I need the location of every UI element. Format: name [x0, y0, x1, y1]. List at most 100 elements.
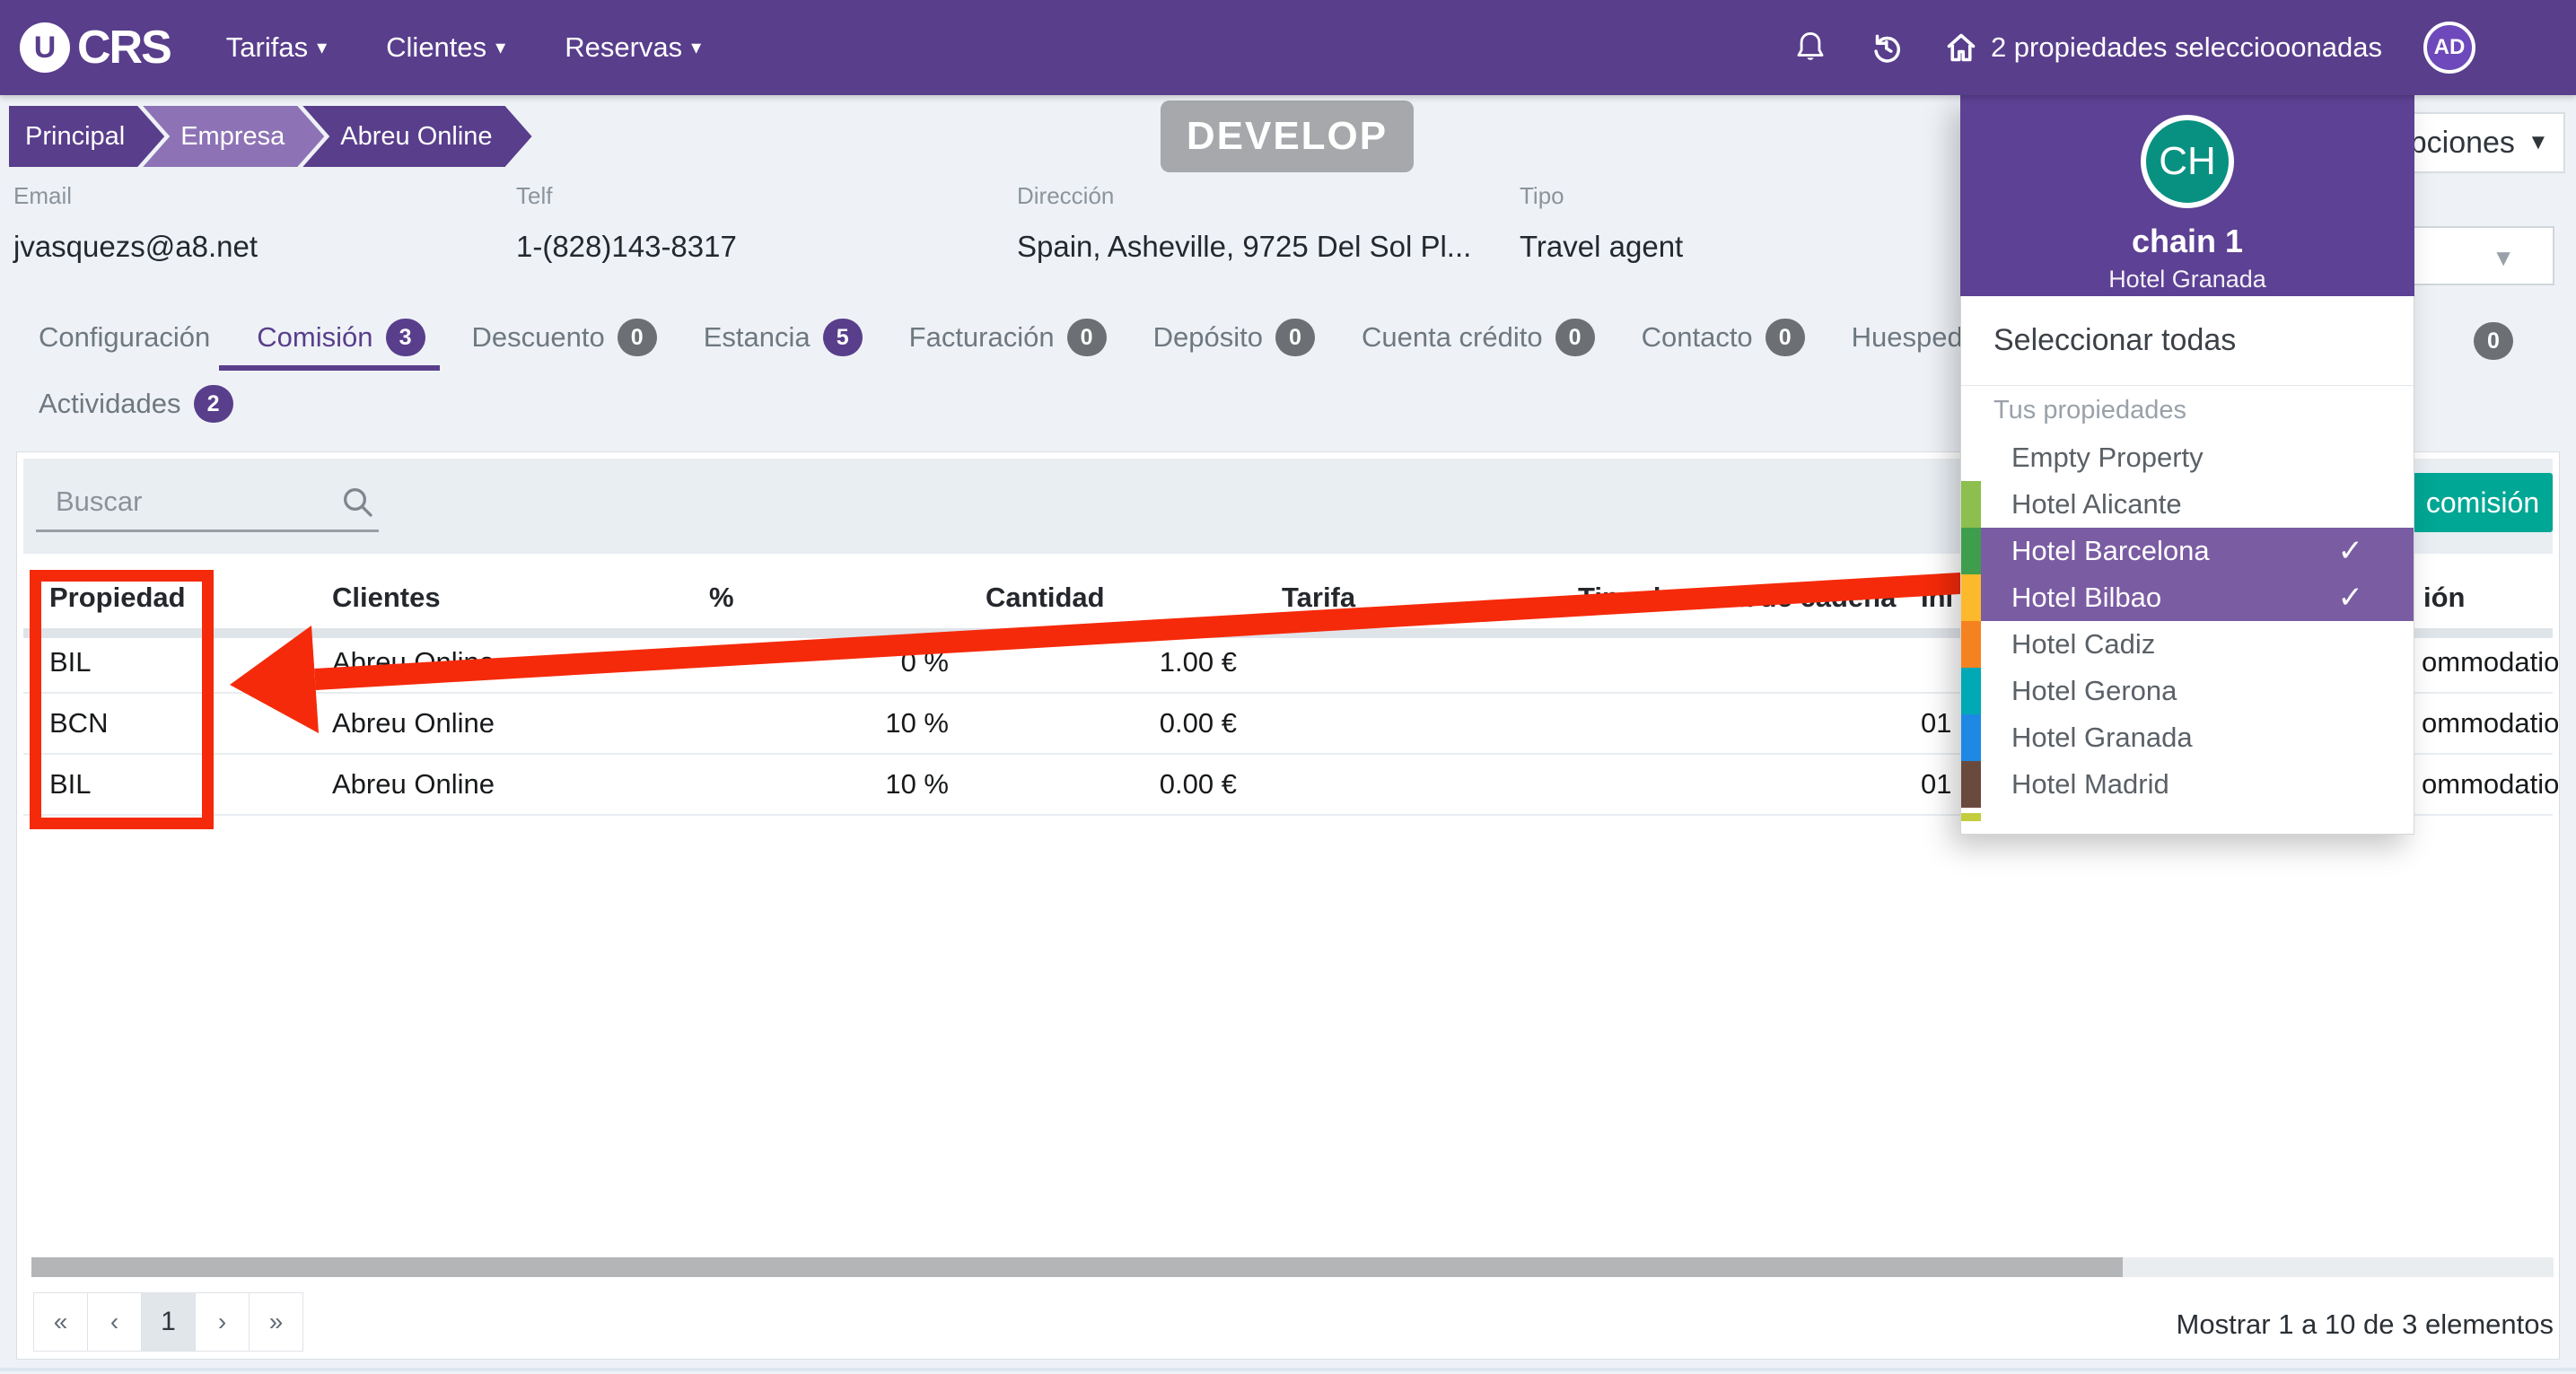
tab-label: Cuenta crédito [1361, 321, 1543, 353]
property-dropdown-panel: CH chain 1 Hotel Granada Seleccionar tod… [1960, 95, 2414, 835]
table-row[interactable]: BIL Abreu Online 10 % 0.00 € 01 ommodati… [0, 755, 2576, 814]
property-color-strip [1961, 761, 1981, 808]
pagination-last-button[interactable]: » [249, 1292, 303, 1352]
field-value: jvasquezs@a8.net [13, 230, 258, 263]
main-menu: Tarifas ▾ Clientes ▾ Reservas ▾ [226, 31, 701, 64]
tab-count-badge: 0 [1555, 319, 1595, 356]
cell-desc-partial: ommodatio [2422, 646, 2560, 678]
search-input[interactable]: Buscar [36, 473, 379, 532]
cell-desc-partial: ommodatio [2422, 768, 2560, 800]
tab-label: Contacto [1641, 321, 1753, 353]
breadcrumb-abreu-online: Abreu Online [302, 106, 531, 167]
tab-cuenta-credito[interactable]: Cuenta crédito 0 [1356, 319, 1600, 356]
breadcrumb-empresa[interactable]: Empresa [143, 106, 324, 167]
selected-highlight [1981, 574, 2414, 621]
pagination-first-button[interactable]: « [33, 1292, 88, 1352]
horizontal-scrollbar[interactable] [31, 1257, 2554, 1277]
cell-inicio: 01 [1921, 768, 1952, 800]
tab-bar-row2: Actividades 2 [33, 377, 239, 431]
history-icon[interactable] [1869, 31, 1903, 65]
cell-clientes: Abreu Online [332, 707, 495, 739]
menu-reservas[interactable]: Reservas ▾ [565, 31, 701, 64]
property-item-hotel-bilbao[interactable]: Hotel Bilbao ✓ [1961, 574, 2414, 621]
chain-name: chain 1 [2131, 223, 2244, 259]
col-header-pct[interactable]: % [709, 582, 734, 613]
user-avatar[interactable]: AD [2423, 22, 2475, 74]
tab-descuento[interactable]: Descuento 0 [467, 319, 662, 356]
tab-estancia[interactable]: Estancia 5 [698, 319, 868, 356]
cell-clientes: Abreu Online [332, 768, 495, 800]
next-property-color-sliver [1961, 813, 1981, 821]
property-item-hotel-madrid[interactable]: Hotel Madrid [1961, 761, 2414, 808]
col-header-cantidad[interactable]: Cantidad [986, 582, 1105, 613]
tab-actividades[interactable]: Actividades 2 [33, 385, 239, 423]
field-label: Telf [516, 182, 553, 209]
pagination: « ‹ 1 › » [33, 1292, 303, 1352]
tab-label: Depósito [1152, 321, 1263, 353]
property-color-strip [1961, 714, 1981, 761]
col-header-inicio-partial[interactable]: Ini [1921, 582, 1954, 613]
pagination-next-button[interactable]: › [195, 1292, 250, 1352]
tab-configuracion[interactable]: Configuración [33, 321, 215, 354]
breadcrumb: Principal Empresa Abreu Online [9, 106, 532, 167]
tab-count-badge: 0 [1275, 319, 1315, 356]
col-header-tipo-tarifa[interactable]: Tipo de tarifa de cadena [1578, 582, 1897, 613]
property-name: Hotel Gerona [2011, 675, 2177, 706]
tab-count-badge: 0 [617, 319, 657, 356]
property-selector-toggle[interactable]: 2 propiedades selecciooonadas [1944, 31, 2382, 65]
chevron-down-icon: ▼ [2527, 130, 2549, 154]
property-name: Hotel Madrid [2011, 768, 2169, 800]
field-label: Tipo [1520, 182, 1564, 209]
scrollbar-thumb[interactable] [31, 1257, 2123, 1277]
company-address-field: Dirección Spain, Asheville, 9725 Del Sol… [1017, 182, 1471, 264]
property-item-hotel-cadiz[interactable]: Hotel Cadiz [1961, 621, 2414, 668]
property-name: Hotel Bilbao [2011, 582, 2162, 613]
check-icon: ✓ [2337, 534, 2364, 568]
company-phone-field: Telf 1-(828)143-8317 [516, 182, 737, 264]
add-comision-button[interactable]: comisión [2413, 473, 2553, 532]
chain-current-property: Hotel Granada [2108, 266, 2266, 293]
chevron-down-icon: ▼ [2492, 244, 2515, 271]
property-item-hotel-gerona[interactable]: Hotel Gerona [1961, 668, 2414, 714]
tab-label: Actividades [39, 388, 181, 419]
table-row[interactable]: BCN Abreu Online 10 % 0.00 € 01 ommodati… [0, 694, 2576, 753]
menu-tarifas[interactable]: Tarifas ▾ [226, 31, 327, 64]
app-logo[interactable]: U CRS [20, 21, 172, 74]
tab-label: Facturación [908, 321, 1055, 353]
cell-clientes: Abreu Online [332, 646, 495, 678]
notifications-bell-icon[interactable] [1793, 31, 1827, 65]
logo-disc-icon: U [20, 22, 70, 73]
tab-label: Descuento [471, 321, 605, 353]
tab-facturacion[interactable]: Facturación 0 [904, 319, 1112, 356]
col-header-tarifa[interactable]: Tarifa [1282, 582, 1356, 613]
pagination-prev-button[interactable]: ‹ [87, 1292, 142, 1352]
cell-propiedad: BCN [49, 707, 109, 739]
field-value: 1-(828)143-8317 [516, 230, 737, 263]
apps-grid-icon[interactable] [2517, 31, 2551, 65]
col-header-last-partial[interactable]: ión [2423, 582, 2466, 613]
menu-clientes[interactable]: Clientes ▾ [386, 31, 505, 64]
tab-deposito[interactable]: Depósito 0 [1148, 319, 1320, 356]
property-item-hotel-granada[interactable]: Hotel Granada [1961, 714, 2414, 761]
tab-count-badge: 5 [822, 319, 863, 356]
tab-label: Estancia [703, 321, 810, 353]
check-icon: ✓ [2337, 581, 2364, 615]
select-all-properties[interactable]: Seleccionar todas [1961, 296, 2414, 386]
menu-label: Tarifas [225, 31, 309, 63]
pagination-page-1[interactable]: 1 [141, 1292, 196, 1352]
property-item-hotel-alicante[interactable]: Hotel Alicante [1961, 481, 2414, 528]
property-color-strip [1961, 668, 1981, 714]
tab-comision[interactable]: Comisión 3 [219, 319, 440, 371]
property-item-hotel-barcelona[interactable]: Hotel Barcelona ✓ [1961, 528, 2414, 574]
col-header-clientes[interactable]: Clientes [332, 582, 441, 613]
field-value: Spain, Asheville, 9725 Del Sol Pl... [1017, 230, 1472, 263]
search-icon[interactable] [339, 484, 375, 524]
home-icon [1944, 31, 1978, 65]
col-header-propiedad[interactable]: Propiedad [49, 582, 186, 613]
breadcrumb-principal[interactable]: Principal [9, 106, 164, 167]
property-item-empty-property[interactable]: Empty Property [1961, 434, 2414, 481]
property-color-strip [1961, 621, 1981, 668]
tab-contacto[interactable]: Contacto 0 [1636, 319, 1810, 356]
menu-label: Clientes [386, 31, 487, 63]
cell-pct: 10 % [885, 707, 949, 739]
